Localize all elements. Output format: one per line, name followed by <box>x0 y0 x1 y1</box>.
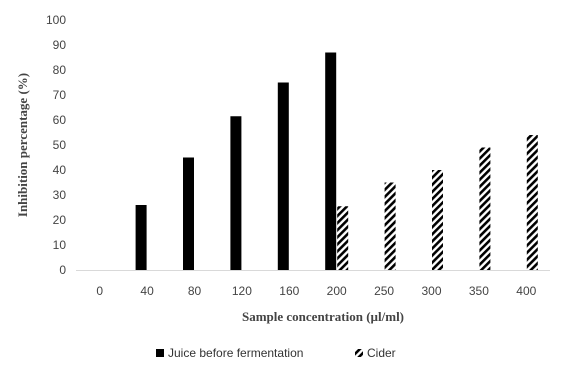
bar-juice-before-fermentation <box>325 52 337 270</box>
x-tick-label: 200 <box>327 284 347 298</box>
plot-area: 0 10 20 30 40 50 60 70 80 90 100 0 40 80 120 160 200 250 3… <box>46 13 550 298</box>
legend-label: Cider <box>367 346 396 360</box>
bar-cider <box>432 170 443 270</box>
y-tick-label: 90 <box>53 38 67 52</box>
x-tick-label: 160 <box>279 284 299 298</box>
legend-swatch <box>156 349 164 357</box>
legend-swatch <box>355 349 363 357</box>
y-tick-label: 100 <box>46 13 66 27</box>
bar-cider <box>526 135 538 270</box>
x-tick-label: 80 <box>188 284 202 298</box>
x-tick-label: 120 <box>232 284 252 298</box>
legend: Juice before fermentation Cider <box>156 346 396 360</box>
bar-cider <box>384 182 396 270</box>
y-tick-label: 0 <box>59 263 66 277</box>
bar-juice-before-fermentation <box>135 205 147 270</box>
x-tick-label: 250 <box>374 284 394 298</box>
y-tick-label: 80 <box>53 63 67 77</box>
x-tick-label: 400 <box>516 284 536 298</box>
bar-cider <box>479 147 491 270</box>
x-tick-label: 0 <box>96 284 103 298</box>
y-tick-label: 40 <box>53 163 67 177</box>
x-tick-label: 40 <box>140 284 154 298</box>
bar-juice-before-fermentation <box>230 116 242 270</box>
x-tick-label: 350 <box>469 284 489 298</box>
y-tick-label: 70 <box>53 88 67 102</box>
y-axis-title: Inhibition percentage (%) <box>15 73 30 217</box>
bar-juice-before-fermentation <box>277 82 289 270</box>
y-tick-label: 30 <box>53 188 67 202</box>
bar-juice-before-fermentation <box>183 157 194 270</box>
bar-cider <box>337 206 349 270</box>
y-tick-label: 50 <box>53 138 67 152</box>
legend-label: Juice before fermentation <box>168 346 303 360</box>
y-tick-label: 20 <box>53 213 67 227</box>
y-tick-label: 10 <box>53 238 67 252</box>
y-tick-label: 60 <box>53 113 67 127</box>
x-axis-title: Sample concentration (µl/ml) <box>242 309 404 324</box>
x-tick-label: 300 <box>421 284 441 298</box>
